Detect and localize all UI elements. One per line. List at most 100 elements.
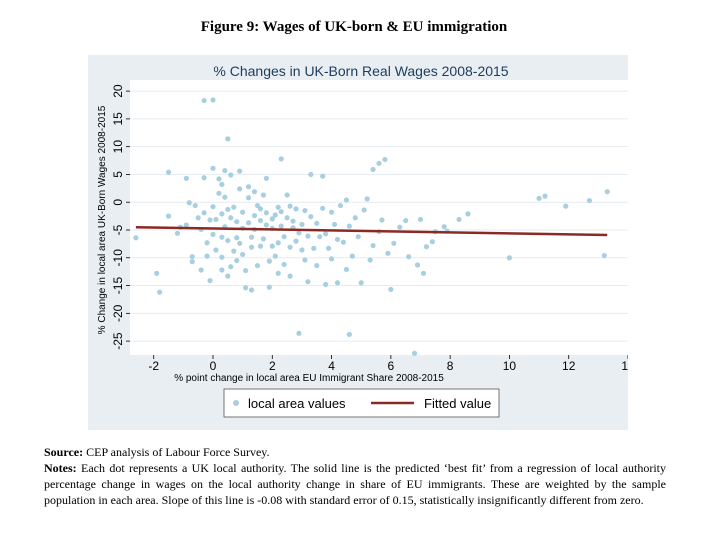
data-point xyxy=(326,245,332,251)
data-point xyxy=(355,234,361,240)
notes-label: Notes: xyxy=(44,461,77,475)
y-tick-label: 20 xyxy=(111,84,125,98)
data-point xyxy=(308,214,314,220)
data-point xyxy=(228,172,234,178)
scatter-points xyxy=(133,97,610,356)
data-point xyxy=(361,207,367,213)
data-point xyxy=(376,160,382,166)
data-point xyxy=(228,264,234,270)
y-tick-label: -20 xyxy=(111,304,125,322)
data-point xyxy=(275,240,281,246)
y-tick-label: 5 xyxy=(111,171,125,178)
data-point xyxy=(586,197,593,204)
data-point xyxy=(370,242,376,249)
data-point xyxy=(192,202,198,209)
data-point xyxy=(201,210,207,216)
data-point xyxy=(234,257,240,264)
data-point xyxy=(334,236,341,243)
data-point xyxy=(275,270,281,276)
data-point xyxy=(364,196,370,202)
data-point xyxy=(216,190,222,196)
data-point xyxy=(174,230,181,236)
legend: local area values Fitted value xyxy=(223,388,500,418)
notes-paragraph: Notes: Each dot represents a UK local au… xyxy=(44,460,666,508)
data-point xyxy=(340,239,347,245)
data-point xyxy=(228,215,234,221)
data-point xyxy=(382,156,388,163)
data-point xyxy=(260,192,266,198)
data-point xyxy=(349,253,355,259)
source-text: CEP analysis of Labour Force Survey. xyxy=(86,445,270,459)
data-point xyxy=(403,217,409,224)
scatter-chart: % Changes in UK-Born Real Wages 2008-201… xyxy=(88,55,628,430)
data-point xyxy=(263,222,269,228)
data-point xyxy=(320,173,326,179)
data-point xyxy=(302,257,308,263)
y-tick-label: 0 xyxy=(111,199,125,206)
data-point xyxy=(281,234,287,240)
data-point xyxy=(536,195,542,201)
data-point xyxy=(183,222,189,228)
notes-block: Source: CEP analysis of Labour Force Sur… xyxy=(44,444,666,508)
y-tick-label: 15 xyxy=(111,112,125,126)
data-point xyxy=(397,224,403,230)
source-line: Source: CEP analysis of Labour Force Sur… xyxy=(44,444,666,460)
data-point xyxy=(299,247,305,253)
data-point xyxy=(260,236,266,242)
y-tick-label: -10 xyxy=(111,249,125,267)
data-point xyxy=(257,217,264,224)
data-point xyxy=(201,97,207,104)
data-point xyxy=(257,243,264,249)
data-point xyxy=(165,169,172,175)
data-point xyxy=(293,238,299,244)
data-point xyxy=(186,200,192,206)
data-point xyxy=(165,213,172,219)
data-point xyxy=(370,166,376,173)
data-point xyxy=(219,267,225,273)
data-point xyxy=(189,254,195,260)
data-point xyxy=(278,156,284,162)
data-point xyxy=(388,286,394,293)
x-tick-label: -2 xyxy=(148,359,159,373)
data-point xyxy=(183,175,189,181)
data-point xyxy=(334,280,341,286)
data-point xyxy=(317,234,323,240)
data-point xyxy=(278,223,284,229)
data-point xyxy=(222,194,228,200)
data-point xyxy=(281,261,287,268)
x-tick-label: 14 xyxy=(621,359,628,373)
data-point xyxy=(441,224,447,230)
data-point xyxy=(290,218,296,224)
data-point xyxy=(198,267,204,273)
data-point xyxy=(414,262,421,268)
data-point xyxy=(287,244,293,250)
data-point xyxy=(352,215,358,221)
data-point xyxy=(243,267,249,274)
data-point xyxy=(331,221,338,228)
data-point xyxy=(207,217,213,223)
data-point xyxy=(189,259,195,265)
data-point xyxy=(420,270,427,276)
data-point xyxy=(423,244,430,250)
x-tick-label: 8 xyxy=(447,359,454,373)
x-tick-label: 10 xyxy=(503,359,517,373)
data-point xyxy=(343,266,349,273)
y-axis-label: % Change in local area UK-Born Wages 200… xyxy=(97,105,108,334)
y-tick-label: -5 xyxy=(111,224,125,235)
data-point xyxy=(210,204,216,210)
data-point xyxy=(406,254,412,260)
data-point xyxy=(237,168,243,174)
data-point xyxy=(308,171,314,178)
data-point xyxy=(240,209,246,215)
data-point xyxy=(213,216,219,223)
fitted-value-line xyxy=(135,225,608,237)
data-point xyxy=(305,233,311,239)
x-tick-label: 12 xyxy=(562,359,576,373)
y-tick-label: -25 xyxy=(111,332,125,350)
fitted-line xyxy=(135,225,608,237)
data-point xyxy=(133,235,139,241)
data-point xyxy=(601,252,607,259)
data-point xyxy=(257,206,264,212)
figure-title: Figure 9: Wages of UK-born & EU immigrat… xyxy=(200,19,508,35)
data-point xyxy=(204,240,210,246)
